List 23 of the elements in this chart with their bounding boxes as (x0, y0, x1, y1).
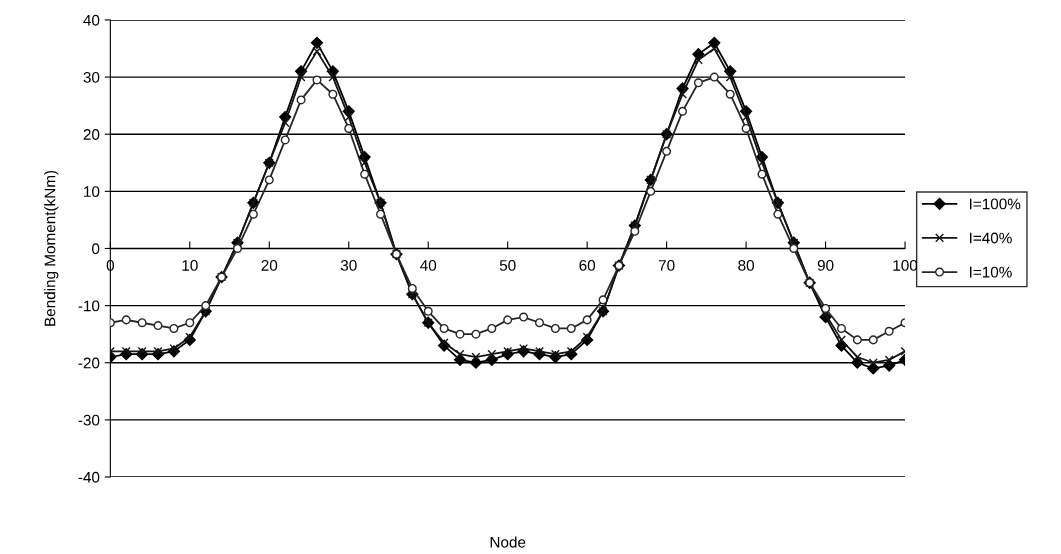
x-tick-label: 40 (420, 259, 437, 271)
x-tick-label: 70 (658, 259, 675, 271)
y-tick-label: 10 (84, 186, 100, 198)
x-tick-label: 30 (340, 259, 357, 271)
x-tick-label: 10 (182, 259, 198, 271)
y-tick-label: 20 (83, 129, 100, 140)
y-tick-label: -20 (78, 357, 100, 369)
y-tick-label: 0 (92, 243, 100, 255)
y-tick-label: -10 (78, 300, 100, 312)
y-tick-label: 30 (83, 71, 100, 83)
y-axis-title: Bending Moment(kNm) (44, 170, 59, 326)
legend-label: I=40% (970, 232, 1012, 244)
y-tick-label: -40 (78, 471, 100, 483)
x-tick-label: 80 (738, 259, 754, 271)
y-tick-label: 40 (83, 14, 100, 26)
x-tick-label: 60 (579, 259, 596, 271)
y-tick-label: -30 (78, 414, 100, 426)
x-tick-label: 20 (261, 259, 278, 271)
x-tick-label: 90 (817, 259, 834, 271)
x-axis-title: Node (490, 536, 526, 548)
legend-label: I=100% (970, 198, 1021, 210)
x-tick-label: 50 (499, 259, 516, 271)
legend-label: I=10% (970, 266, 1012, 278)
